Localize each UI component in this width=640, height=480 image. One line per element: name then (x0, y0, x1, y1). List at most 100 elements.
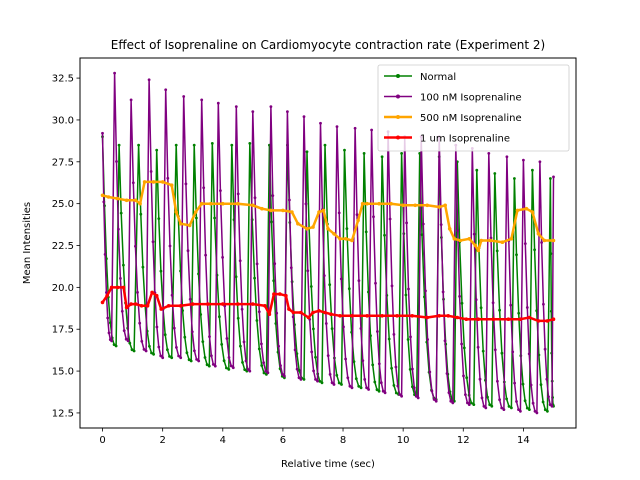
data-point (488, 403, 492, 407)
data-point (337, 381, 341, 385)
data-point (299, 378, 303, 381)
data-point (342, 325, 345, 329)
data-point (166, 304, 171, 308)
data-point (542, 302, 545, 306)
data-point (476, 248, 481, 253)
x-tick-label: 2 (159, 435, 165, 446)
data-point (474, 298, 478, 302)
data-point (518, 317, 523, 322)
data-point (545, 377, 549, 381)
data-point (456, 229, 460, 233)
data-point (490, 404, 494, 408)
data-point (115, 285, 120, 290)
data-point (275, 311, 279, 315)
data-point (374, 281, 377, 285)
data-point (311, 225, 315, 229)
data-point (246, 368, 250, 371)
legend-marker (396, 94, 400, 99)
data-point (312, 369, 315, 373)
data-point (155, 148, 159, 152)
data-point (210, 142, 214, 145)
data-point (168, 355, 171, 358)
data-point (371, 363, 375, 367)
series-1-um-isoprenaline (100, 285, 556, 323)
legend-marker (396, 115, 400, 119)
data-point (394, 365, 398, 369)
data-point (255, 319, 259, 322)
y-tick-label: 20.0 (52, 283, 74, 294)
data-point (530, 210, 535, 214)
data-point (141, 265, 145, 269)
data-point (521, 382, 525, 386)
data-point (509, 237, 514, 241)
data-point (170, 356, 174, 360)
legend-marker (396, 74, 400, 78)
data-point (293, 348, 297, 352)
data-point (510, 406, 513, 410)
data-point (305, 227, 309, 231)
data-point (110, 339, 113, 343)
data-point (380, 155, 384, 159)
plot-frame (79, 57, 577, 429)
data-point (100, 193, 105, 198)
data-point (480, 396, 484, 400)
data-point (533, 248, 536, 252)
data-point (183, 335, 187, 339)
data-point (352, 360, 356, 363)
data-point (309, 285, 313, 288)
data-point (242, 340, 246, 344)
data-point (114, 344, 118, 348)
data-point (164, 88, 168, 92)
legend-label: 1 um Isoprenaline (420, 134, 510, 145)
data-point (404, 293, 408, 297)
data-point (120, 309, 124, 313)
data-point (432, 398, 436, 401)
series-line (101, 286, 554, 323)
data-point (324, 322, 328, 325)
legend-item-100-nm-isoprenaline: 100 nM Isoprenaline (384, 93, 522, 104)
data-point (221, 201, 225, 206)
data-point (115, 160, 118, 163)
data-point (505, 155, 509, 159)
data-point (515, 208, 520, 213)
data-point (350, 238, 354, 243)
data-point (522, 158, 525, 162)
data-point (150, 290, 154, 295)
data-point (184, 182, 188, 186)
data-point (319, 121, 322, 125)
y-tick-label: 12.5 (52, 408, 74, 419)
data-point (273, 262, 277, 266)
data-point (323, 310, 327, 315)
data-point (112, 343, 116, 346)
data-point (493, 172, 497, 175)
data-point (139, 304, 144, 308)
data-point (193, 349, 196, 353)
data-point (133, 198, 138, 203)
data-point (177, 354, 181, 358)
data-point (152, 352, 156, 356)
data-point (421, 222, 425, 226)
data-point (500, 406, 504, 410)
data-point (306, 315, 311, 320)
data-point (302, 378, 306, 381)
legend-box (377, 64, 570, 152)
data-point (316, 379, 319, 383)
data-point (513, 381, 516, 385)
data-point (539, 383, 543, 386)
data-point (248, 369, 252, 373)
data-point (227, 356, 231, 359)
data-point (487, 152, 491, 155)
data-point (540, 241, 543, 244)
data-point (416, 396, 420, 400)
series-500-nm-isoprenaline (100, 180, 556, 253)
data-point (529, 383, 533, 387)
data-point (236, 192, 240, 196)
data-point (267, 312, 272, 317)
data-point (134, 244, 137, 248)
data-point (411, 367, 414, 371)
data-point (229, 364, 233, 368)
data-point (208, 335, 211, 338)
data-point (251, 203, 255, 208)
data-point (317, 210, 321, 214)
chart-title: Effect of Isoprenaline on Cardiomyocyte … (111, 38, 545, 52)
